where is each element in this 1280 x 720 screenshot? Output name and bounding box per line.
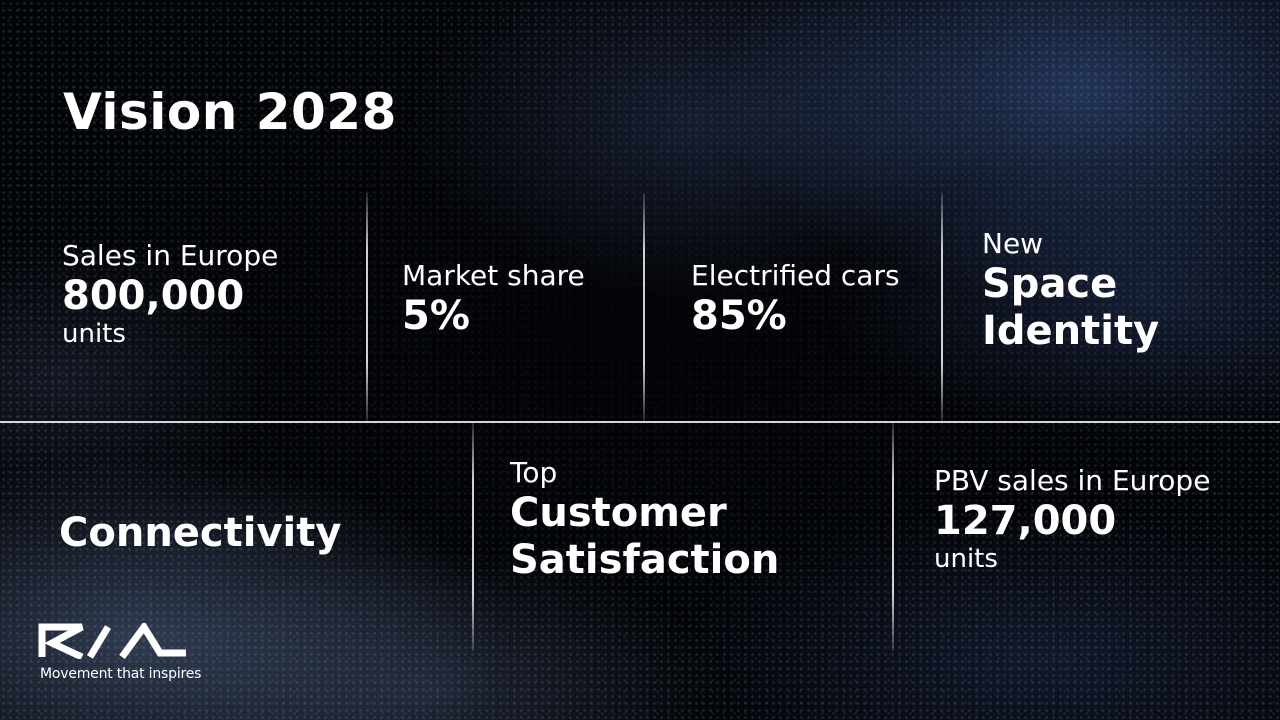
stat-label: Electrified cars [691, 259, 900, 292]
stat-customer-satisfaction: Top Customer Satisfaction [510, 456, 779, 584]
divider-horizontal [0, 421, 1280, 423]
stat-value-line1: Customer [510, 489, 727, 536]
stat-value: 800,000 [62, 272, 245, 319]
stat-value-line2: Satisfaction [510, 536, 780, 583]
stat-value: 127,000 [934, 497, 1117, 544]
stat-sales-europe: Sales in Europe 800,000 units [62, 239, 278, 348]
stat-value: Connectivity [59, 510, 342, 556]
stat-value-line1: Space [982, 260, 1118, 307]
stat-electrified-cars: Electrified cars 85% [691, 259, 900, 340]
stat-label: Sales in Europe [62, 239, 279, 272]
stat-value-line2: Identity [982, 307, 1160, 354]
divider-vertical [892, 423, 894, 651]
stat-value: 5% [402, 292, 470, 339]
divider-vertical [472, 423, 474, 651]
stat-connectivity: Connectivity [59, 510, 341, 557]
slide-title: Vision 2028 [63, 83, 397, 141]
stat-label: Market share [402, 259, 585, 292]
stat-unit: units [62, 318, 126, 349]
stat-market-share: Market share 5% [402, 259, 585, 340]
stat-label: New [982, 227, 1044, 260]
stat-label: Top [510, 456, 558, 489]
kia-logo-icon [38, 623, 186, 659]
stat-pbv-sales: PBV sales in Europe 127,000 units [934, 464, 1210, 573]
stat-unit: units [934, 543, 998, 574]
divider-vertical [366, 193, 368, 421]
stat-value: 85% [691, 292, 787, 339]
divider-vertical [643, 193, 645, 421]
brand-tagline: Movement that inspires [40, 666, 202, 682]
divider-vertical [941, 193, 943, 421]
stat-space-identity: New Space Identity [982, 227, 1159, 355]
stat-label: PBV sales in Europe [934, 464, 1211, 497]
